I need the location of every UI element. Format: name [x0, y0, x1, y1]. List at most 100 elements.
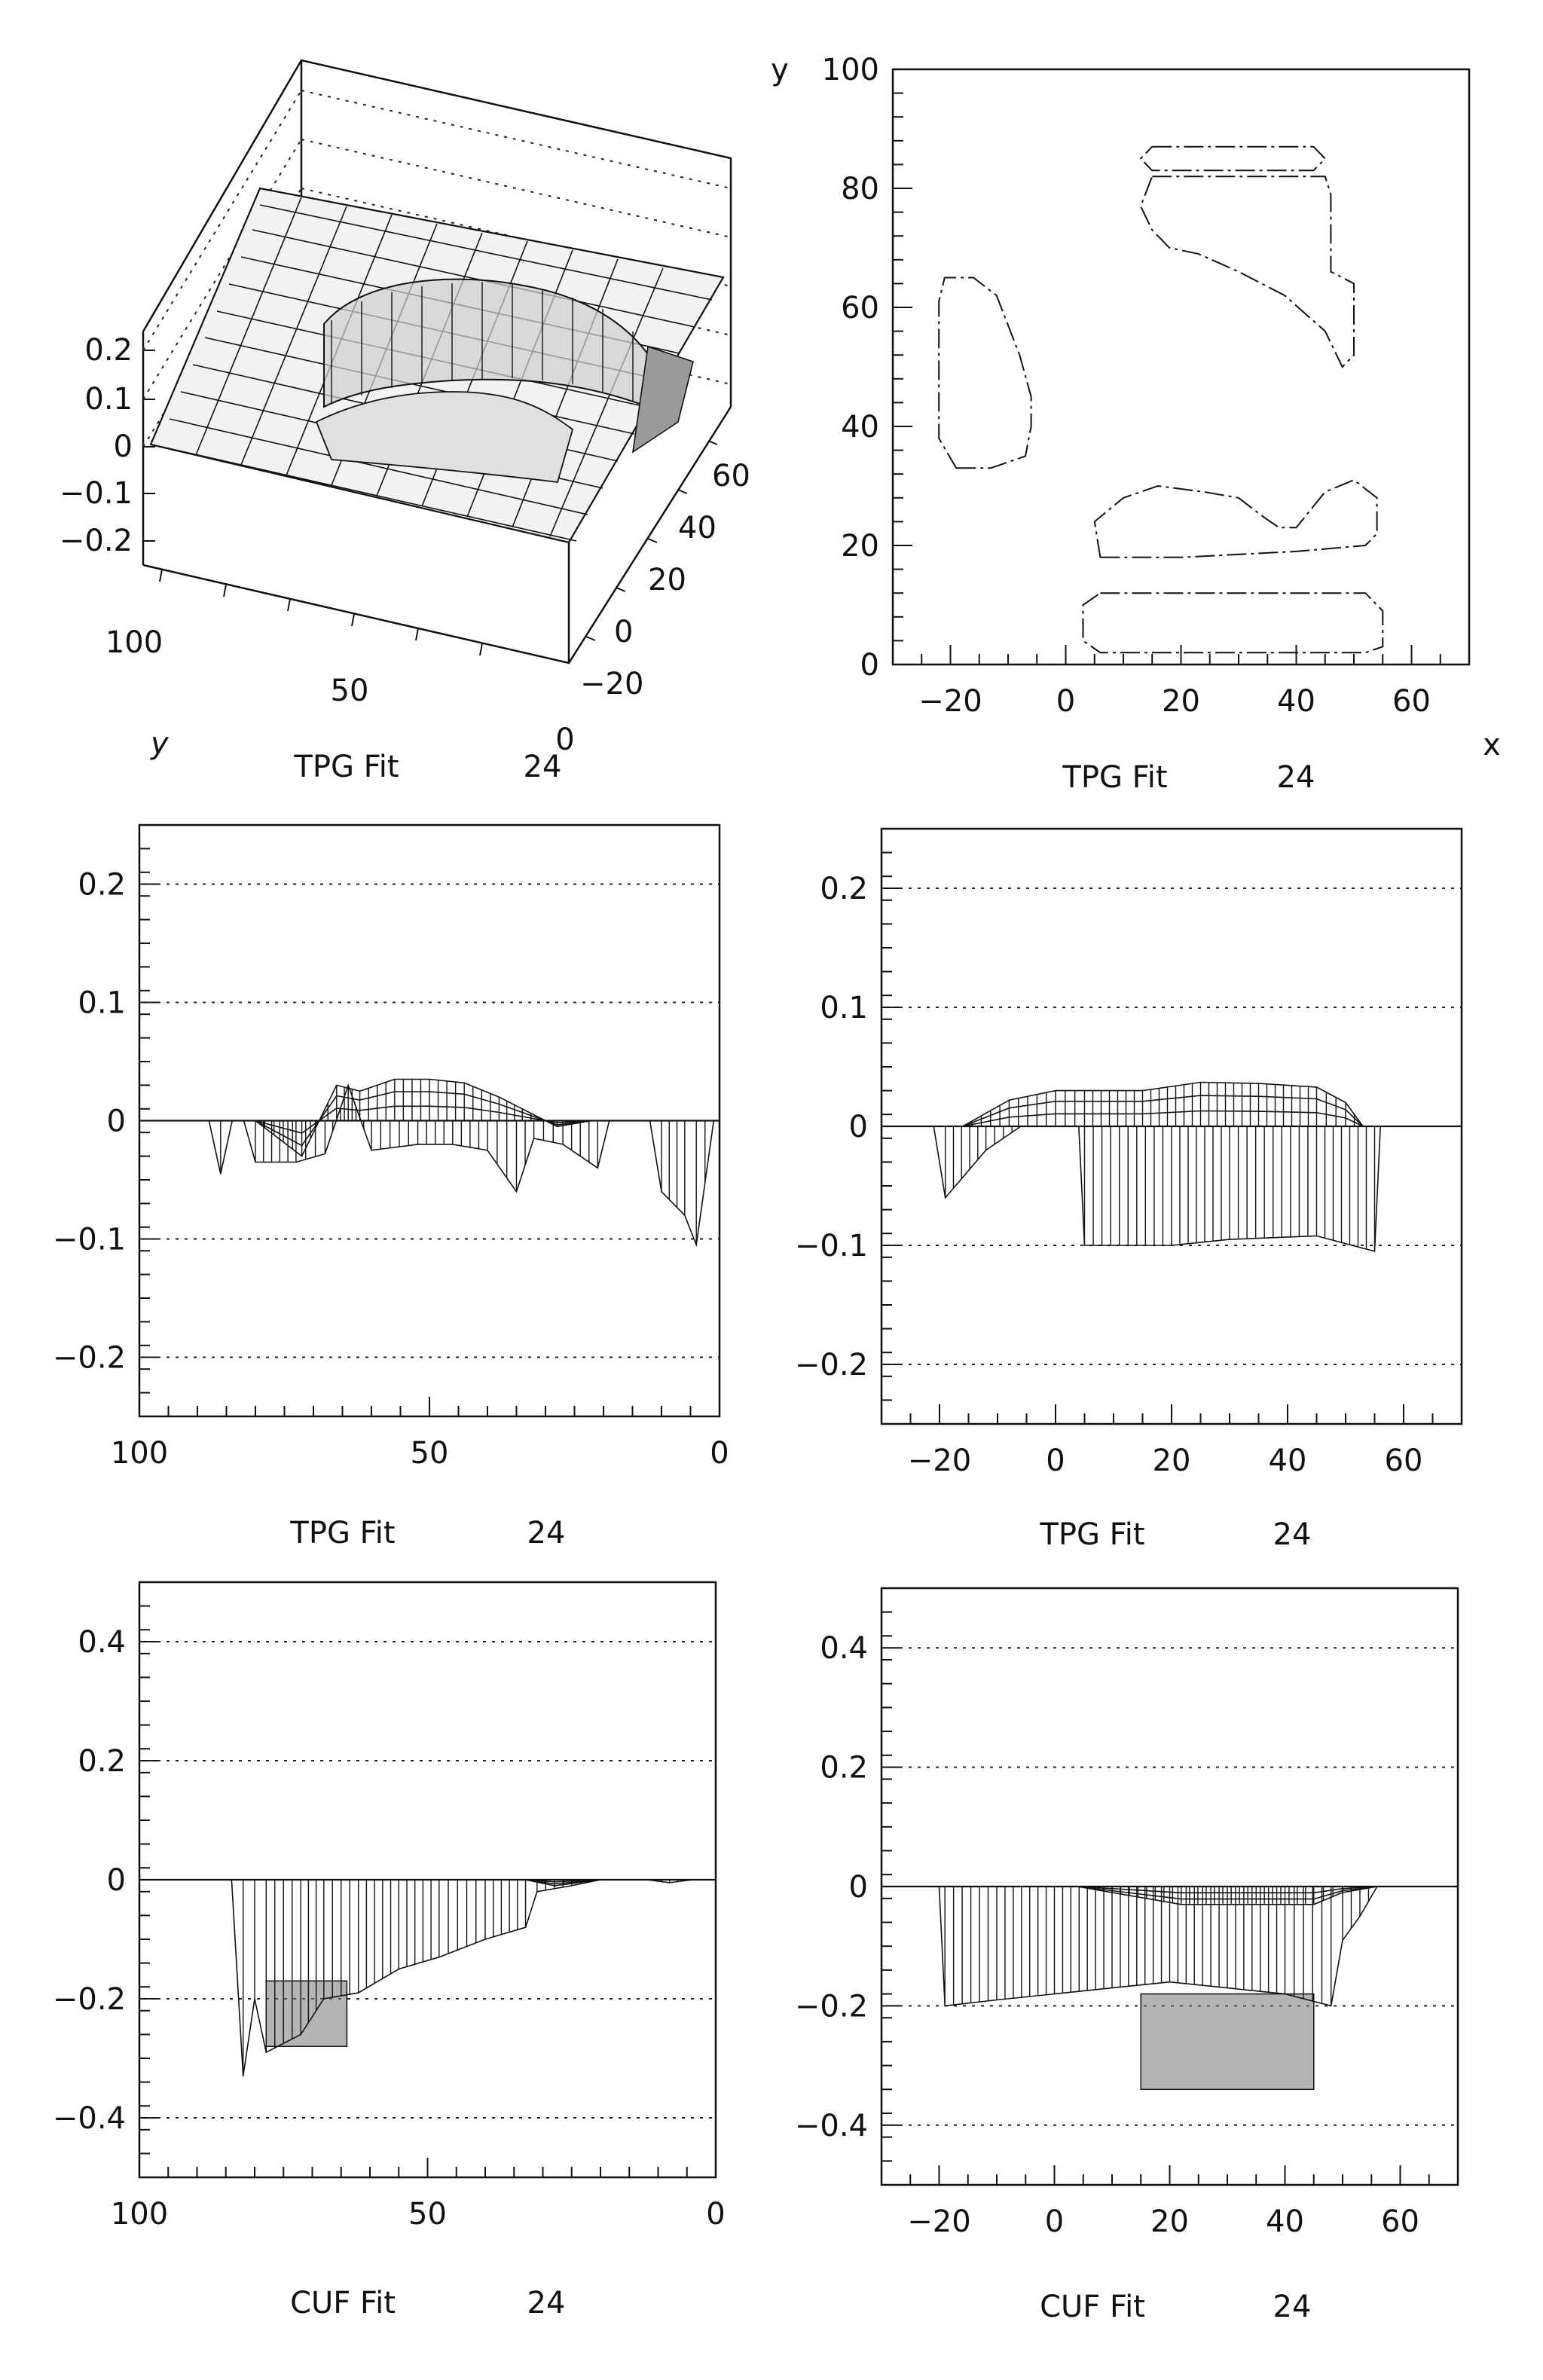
- x-tick-label: 20: [1162, 684, 1200, 719]
- x-tick-label: 20: [648, 563, 686, 597]
- caption-label: TPG Fit: [293, 750, 399, 784]
- profile-panel-cuf-x: 0.4 0.2 0 −0.2 −0.4 −20 0 20 40 60 CUF Fit 24: [795, 1587, 1459, 2324]
- contour-region: [1139, 145, 1327, 172]
- x-tick-label: 0: [1056, 684, 1075, 719]
- x-tick-label: 60: [1381, 2204, 1419, 2239]
- mesh-strand: [962, 1110, 1364, 1127]
- z-axis-ticks: [143, 350, 155, 542]
- surface-dip: [315, 391, 574, 483]
- y-axis-ticks: [159, 569, 483, 656]
- y-tick-label: 60: [841, 291, 879, 325]
- y-tick-label: 0.2: [820, 872, 868, 906]
- y-tick-label: 0: [107, 1863, 126, 1898]
- z-tick-label: −0.2: [60, 524, 133, 558]
- x-tick-label: 0: [710, 1436, 729, 1471]
- caption-label: CUF Fit: [1040, 2290, 1145, 2324]
- y-tick-label: 0.2: [78, 868, 126, 903]
- surface-bump-hatch: [331, 282, 634, 403]
- profile-panel-tpg-y: 0.2 0.1 0 −0.1 −0.2 100 50 0 TPG Fit 24: [53, 823, 729, 1551]
- mesh-strand: [255, 1091, 592, 1147]
- dense-band: [1140, 1993, 1315, 2091]
- mesh-strand: [525, 1879, 601, 1883]
- z-tick-label: −0.1: [60, 476, 133, 511]
- x-tick-label: 100: [111, 1436, 168, 1471]
- y-tick-label: 0.4: [78, 1625, 126, 1660]
- y-axis-name: y: [150, 726, 170, 761]
- y-tick-label: −0.2: [53, 1341, 126, 1376]
- z-tick-label: 0: [114, 429, 133, 464]
- x-tick-label: 0: [706, 2197, 725, 2232]
- caption-number: 24: [1273, 2290, 1312, 2324]
- y-tick-label: −0.2: [795, 1989, 868, 2024]
- contour-region: [938, 276, 1032, 469]
- plot-frame: [891, 68, 1471, 666]
- x-tick-label: −20: [580, 667, 643, 701]
- z-tick-label: 0.2: [84, 333, 133, 368]
- x-tick-label: 20: [1150, 2204, 1189, 2239]
- x-tick-label: 40: [678, 511, 717, 545]
- dense-band: [265, 1980, 348, 2047]
- upper-envelope: [1077, 1886, 1378, 1905]
- x-tick-label: 40: [1269, 1444, 1307, 1478]
- x-tick-label: 0: [614, 615, 633, 649]
- y-tick-label: −0.4: [53, 2101, 126, 2136]
- caption-number: 24: [1277, 760, 1315, 795]
- y-tick-label: −0.2: [53, 1982, 126, 2017]
- back-wall-edges: [142, 59, 732, 407]
- y-tick-label: 80: [841, 172, 879, 206]
- y-tick-label: 100: [822, 53, 879, 87]
- mesh-strand: [525, 1879, 601, 1885]
- x-tick-label: 60: [712, 459, 750, 493]
- y-tick-label: 0: [107, 1104, 126, 1139]
- x-tick-label: 40: [1266, 2204, 1304, 2239]
- profile-panel-tpg-x: 0.2 0.1 0 −0.1 −0.2 −20 0 20 40 60 TPG Fit 24: [795, 827, 1463, 1552]
- y-tick-label: 100: [105, 625, 163, 660]
- z-tick-label: 0.1: [84, 382, 133, 417]
- y-tick-label: 20: [841, 529, 879, 564]
- y-tick-label: −0.1: [53, 1223, 126, 1257]
- y-tick-label: 0.2: [820, 1751, 868, 1786]
- caption-label: TPG Fit: [1039, 1517, 1144, 1552]
- y-tick-label: 50: [331, 674, 369, 708]
- upper-envelope: [962, 1081, 1364, 1127]
- mesh-strand: [1077, 1886, 1377, 1900]
- y-tick-label: 0.1: [78, 986, 126, 1021]
- caption-number: 24: [1273, 1517, 1312, 1552]
- x-tick-label: 0: [1046, 1444, 1065, 1478]
- caption-number: 24: [524, 750, 562, 784]
- surface-3d-panel: 0.2 0.1 0 −0.1 −0.2: [60, 59, 750, 784]
- caption-label: TPG Fit: [1062, 760, 1167, 795]
- lower-envelope: [933, 1126, 1381, 1252]
- y-tick-label: −0.1: [795, 1229, 868, 1263]
- contour-panel: 0 20 40 60 80 100 −20 0 20 40 60 TPG Fit 24 y x: [771, 53, 1501, 795]
- caption-number: 24: [527, 2286, 566, 2320]
- contour-region: [1093, 478, 1378, 558]
- x-tick-label: 20: [1153, 1444, 1191, 1478]
- x-tick-label: −20: [918, 684, 982, 719]
- profile-panel-cuf-y: 0.4 0.2 0 −0.2 −0.4 100 50 0 CUF Fit 24: [53, 1581, 726, 2320]
- y-axis-name: y: [771, 53, 789, 87]
- y-tick-label: 0: [849, 1110, 868, 1144]
- x-tick-label: 60: [1392, 684, 1431, 719]
- x-tick-label: 60: [1385, 1444, 1423, 1478]
- mesh-strand: [1077, 1886, 1377, 1894]
- contour-region: [1082, 592, 1384, 654]
- surface-wall-right: [631, 345, 694, 454]
- y-tick-label: 0: [555, 723, 574, 757]
- x-tick-label: 100: [111, 2197, 168, 2232]
- x-axis-ticks: [585, 440, 718, 641]
- x-tick-label: 50: [411, 1436, 449, 1471]
- x-tick-label: −20: [907, 2204, 970, 2239]
- x-tick-label: 0: [1045, 2204, 1064, 2239]
- y-tick-label: −0.2: [795, 1348, 868, 1382]
- x-tick-label: 40: [1277, 684, 1315, 719]
- x-axis-name: x: [1483, 728, 1501, 762]
- y-tick-label: 0.4: [820, 1631, 868, 1666]
- mesh-strand: [962, 1095, 1364, 1127]
- caption-label: CUF Fit: [290, 2286, 396, 2320]
- y-tick-label: 0: [849, 1870, 868, 1905]
- mesh-strand: [255, 1105, 592, 1134]
- y-tick-label: −0.4: [795, 2109, 868, 2143]
- caption-number: 24: [527, 1516, 566, 1551]
- x-tick-label: −20: [908, 1444, 971, 1478]
